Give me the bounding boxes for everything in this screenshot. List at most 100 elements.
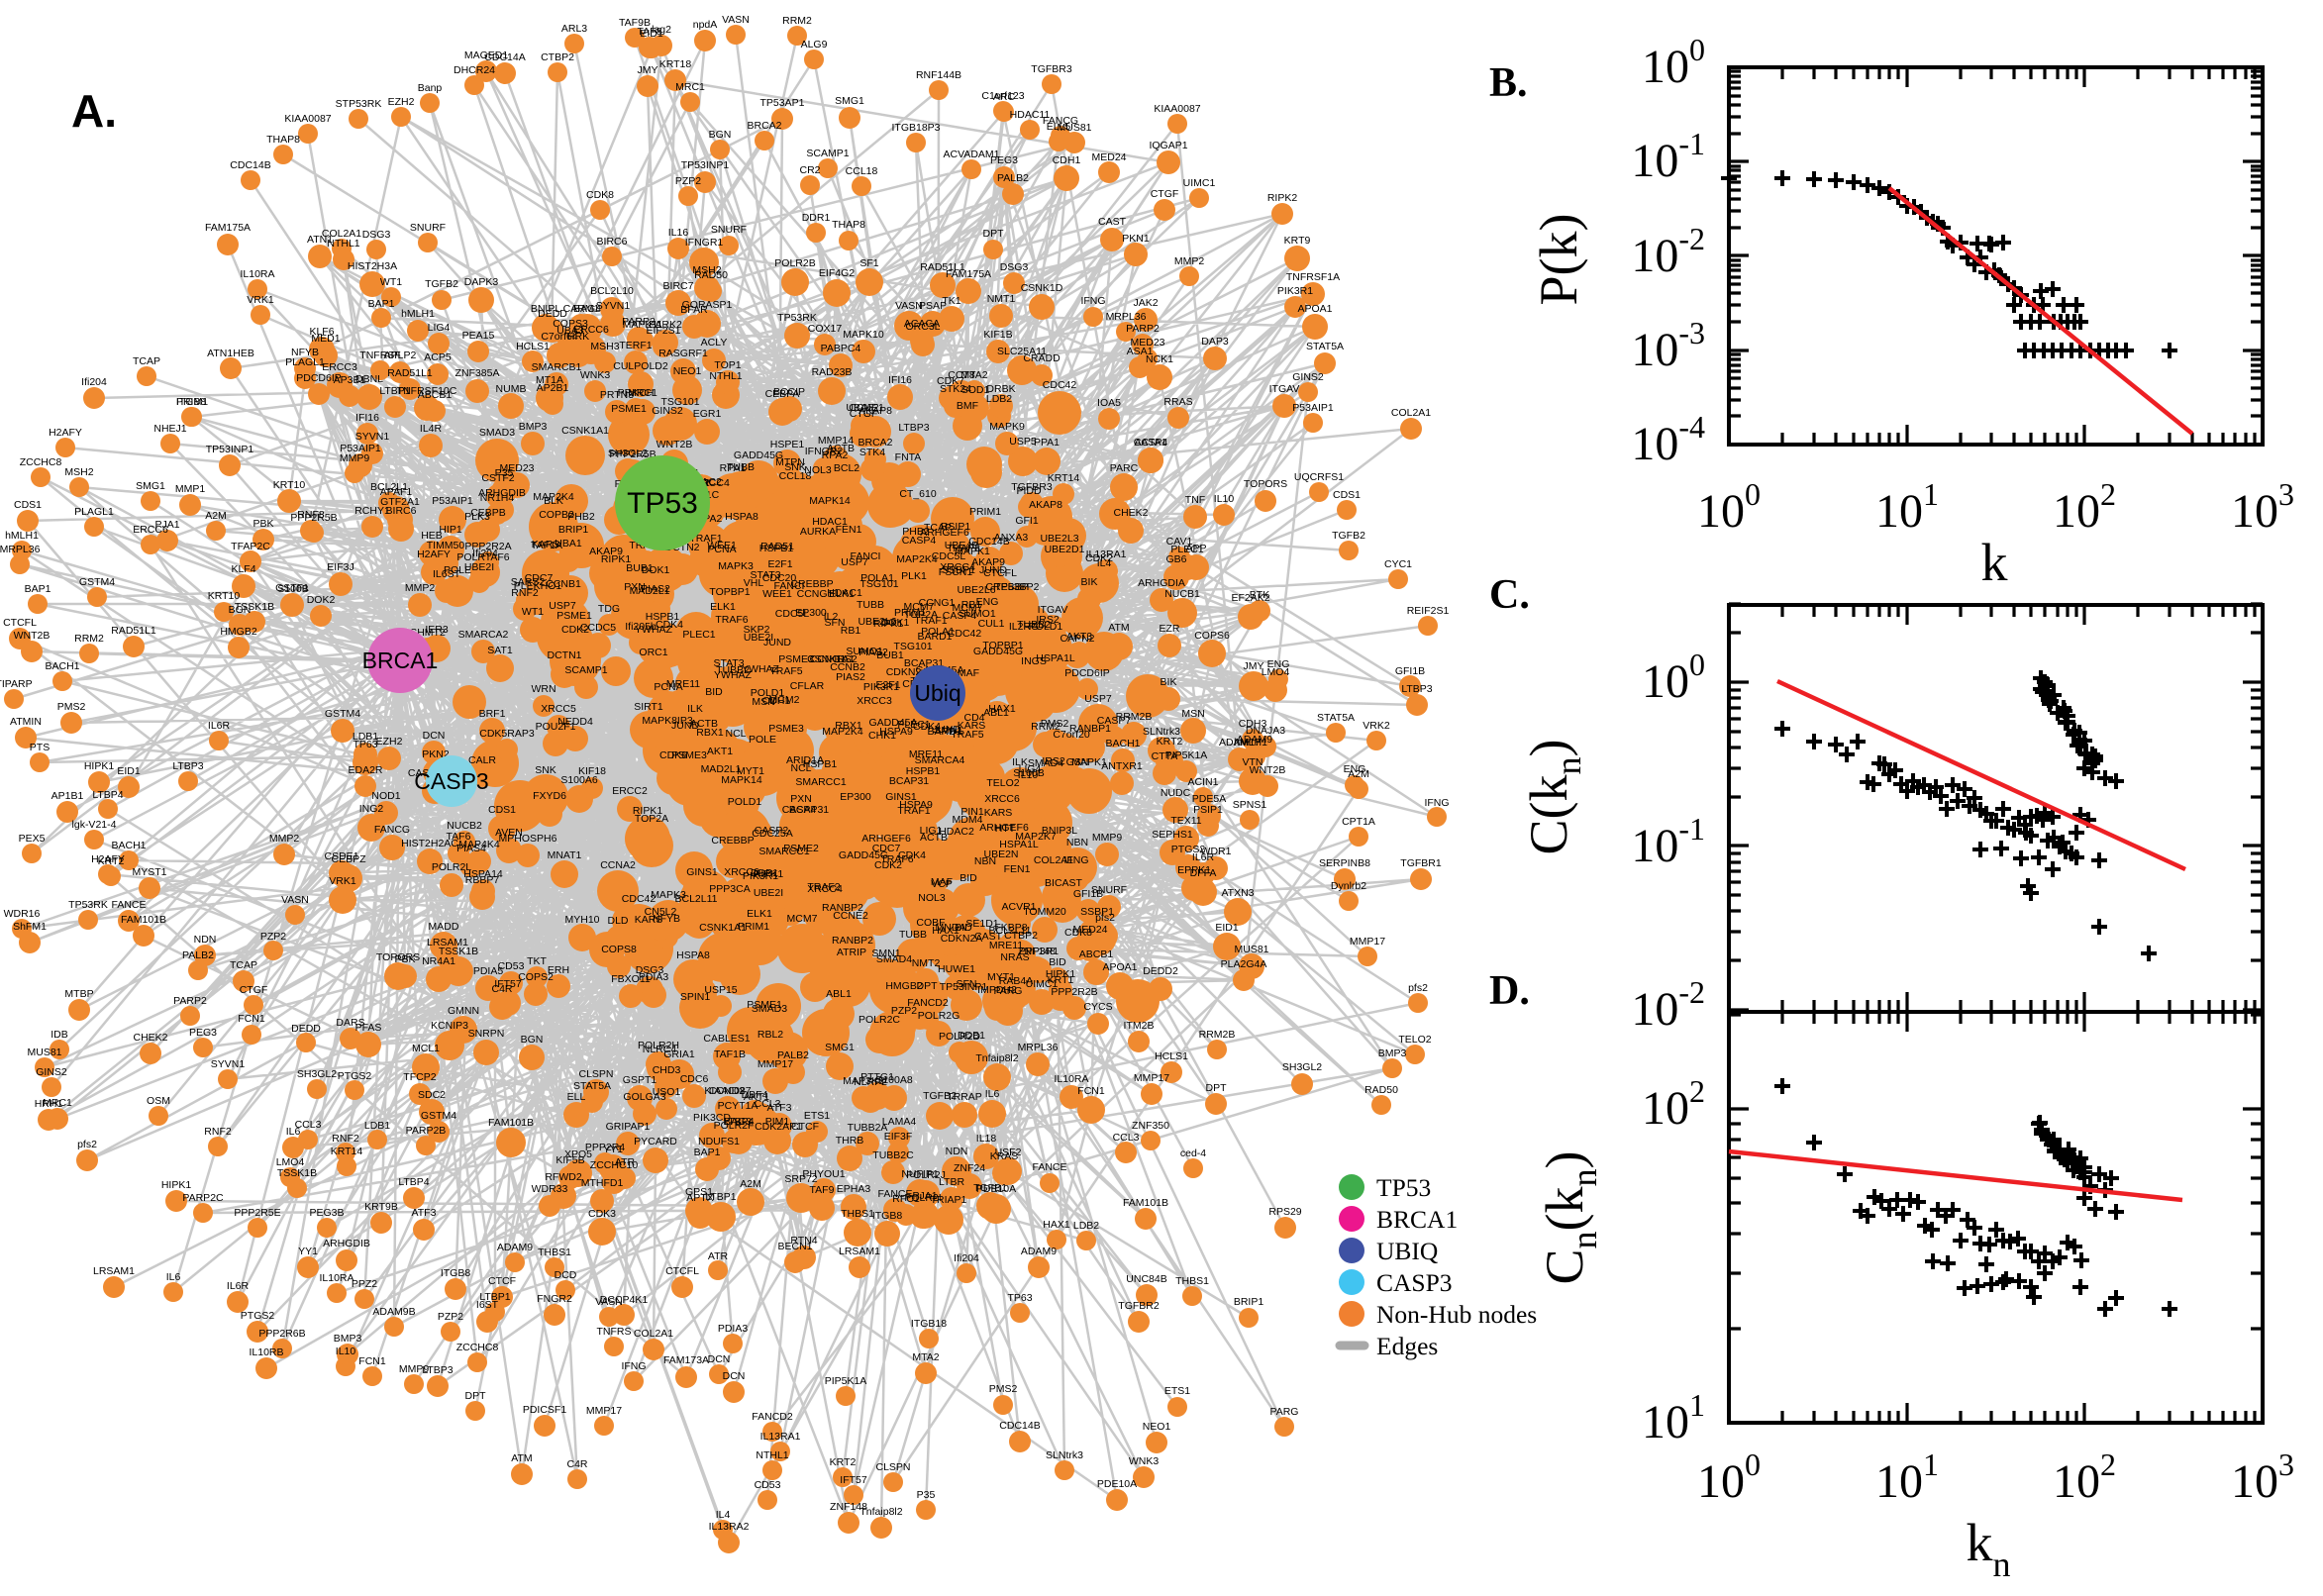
svg-text:CR2: CR2 xyxy=(799,164,820,176)
svg-text:TIMM50: TIMM50 xyxy=(427,540,465,551)
svg-text:ACLY: ACLY xyxy=(701,337,728,349)
svg-text:PXN: PXN xyxy=(624,581,646,593)
svg-text:ITGB18: ITGB18 xyxy=(911,1318,947,1330)
svg-text:BCL2L11: BCL2L11 xyxy=(674,893,717,905)
svg-text:DSG3: DSG3 xyxy=(1000,261,1029,273)
svg-text:POLR2G: POLR2G xyxy=(918,1010,960,1022)
svg-text:pfs2: pfs2 xyxy=(1408,982,1428,994)
svg-text:SNK: SNK xyxy=(784,461,806,473)
svg-text:RIPK2: RIPK2 xyxy=(1267,192,1298,204)
svg-text:KRT2: KRT2 xyxy=(98,855,125,867)
svg-text:MED1: MED1 xyxy=(311,333,340,345)
svg-text:MAD2L1: MAD2L1 xyxy=(701,763,742,775)
svg-text:Non-Hub nodes: Non-Hub nodes xyxy=(1376,1300,1537,1329)
svg-text:BAG3: BAG3 xyxy=(724,1116,752,1128)
svg-text:ced-4: ced-4 xyxy=(1180,1147,1206,1159)
svg-text:PTTG1: PTTG1 xyxy=(860,1071,894,1083)
svg-text:ZNF148: ZNF148 xyxy=(1018,946,1056,957)
svg-text:MMP17: MMP17 xyxy=(1134,1072,1169,1084)
svg-text:LTBP3: LTBP3 xyxy=(422,1364,453,1376)
svg-text:Cn(kn): Cn(kn) xyxy=(1535,1151,1604,1285)
svg-text:CABLES1: CABLES1 xyxy=(703,1033,750,1045)
svg-text:PPP2R5B: PPP2R5B xyxy=(609,449,656,460)
svg-text:STAT3: STAT3 xyxy=(713,657,744,669)
svg-text:POLR2J: POLR2J xyxy=(906,1169,946,1181)
svg-text:IFT57: IFT57 xyxy=(494,978,522,990)
svg-text:CCNE2: CCNE2 xyxy=(833,910,868,922)
svg-text:HIPK1: HIPK1 xyxy=(84,760,115,772)
svg-text:ASA1: ASA1 xyxy=(1127,346,1154,357)
svg-text:MYH10: MYH10 xyxy=(564,914,599,926)
svg-text:MAP2K7: MAP2K7 xyxy=(1015,831,1057,843)
svg-text:ABCB1: ABCB1 xyxy=(1079,948,1114,960)
svg-text:SKP2: SKP2 xyxy=(744,624,770,636)
svg-text:ADAM9: ADAM9 xyxy=(1021,1246,1057,1257)
svg-text:DDR1: DDR1 xyxy=(802,212,831,224)
svg-text:UBA52: UBA52 xyxy=(846,402,878,414)
svg-text:CALR: CALR xyxy=(468,754,496,766)
svg-text:SMARCC1: SMARCC1 xyxy=(758,846,810,857)
svg-text:ACTA1: ACTA1 xyxy=(1134,437,1166,449)
svg-text:TGFB2: TGFB2 xyxy=(1332,530,1365,542)
svg-text:TGFB2: TGFB2 xyxy=(923,1090,957,1102)
svg-text:RBX1: RBX1 xyxy=(835,720,862,732)
svg-text:PPP2R2B: PPP2R2B xyxy=(1051,986,1097,998)
svg-text:ABL1: ABL1 xyxy=(826,988,852,1000)
svg-text:ZCCHC10: ZCCHC10 xyxy=(590,1159,639,1171)
svg-text:NTHL1: NTHL1 xyxy=(709,370,742,382)
svg-text:MMP9: MMP9 xyxy=(340,452,369,464)
svg-text:IL2RG: IL2RG xyxy=(1009,621,1039,633)
svg-text:FAM173A: FAM173A xyxy=(663,1354,709,1366)
svg-text:MRE11: MRE11 xyxy=(989,940,1023,951)
svg-text:UIMC1: UIMC1 xyxy=(1183,177,1216,189)
svg-text:BACH1: BACH1 xyxy=(111,840,146,851)
svg-text:CD53: CD53 xyxy=(755,1479,781,1491)
svg-text:MMP9: MMP9 xyxy=(399,1363,429,1375)
svg-text:LMO4: LMO4 xyxy=(1262,666,1290,678)
svg-text:HIST2H2AC: HIST2H2AC xyxy=(401,838,458,849)
svg-text:CSNK1A1: CSNK1A1 xyxy=(699,922,747,934)
svg-text:GFI1B: GFI1B xyxy=(1395,665,1425,677)
svg-text:CDC5L: CDC5L xyxy=(932,550,966,562)
svg-text:LIG4: LIG4 xyxy=(1019,763,1042,775)
svg-text:POLR2D: POLR2D xyxy=(939,1031,980,1043)
svg-text:FCN1: FCN1 xyxy=(358,1355,386,1367)
svg-text:VASN: VASN xyxy=(895,300,923,312)
svg-text:PARG: PARG xyxy=(994,985,1023,997)
svg-text:SEPHS1: SEPHS1 xyxy=(1152,829,1193,841)
svg-text:SERPINB8: SERPINB8 xyxy=(1319,857,1370,869)
svg-text:LTBP3: LTBP3 xyxy=(172,760,203,772)
svg-text:SNURF: SNURF xyxy=(711,224,747,236)
svg-text:TKT: TKT xyxy=(527,955,547,967)
svg-text:MYST1: MYST1 xyxy=(132,866,166,878)
svg-text:TP63: TP63 xyxy=(1007,1292,1032,1304)
svg-text:USP7: USP7 xyxy=(1084,693,1112,705)
svg-text:TGFBR3: TGFBR3 xyxy=(1031,63,1072,75)
svg-text:PJA1: PJA1 xyxy=(912,1190,937,1202)
svg-text:EID1: EID1 xyxy=(640,28,663,40)
svg-text:WT1: WT1 xyxy=(380,276,402,288)
svg-text:SDC2: SDC2 xyxy=(418,1089,446,1101)
svg-text:TUBB2: TUBB2 xyxy=(1017,619,1051,631)
svg-text:PHB2: PHB2 xyxy=(567,511,595,523)
svg-text:C1orf123: C1orf123 xyxy=(981,90,1024,102)
svg-text:MAP2K4: MAP2K4 xyxy=(533,491,574,503)
svg-text:NEDD4: NEDD4 xyxy=(557,716,593,728)
svg-text:THBS1: THBS1 xyxy=(841,1208,874,1220)
svg-text:lag2: lag2 xyxy=(652,24,671,36)
svg-text:HSPA1L: HSPA1L xyxy=(999,839,1039,850)
svg-text:SLNtrk3: SLNtrk3 xyxy=(1046,1449,1083,1461)
svg-text:SRP72: SRP72 xyxy=(784,1173,817,1185)
svg-text:MUS81: MUS81 xyxy=(1234,944,1268,955)
svg-text:MRPL36: MRPL36 xyxy=(0,544,41,555)
svg-text:VTN: VTN xyxy=(1243,756,1263,768)
svg-text:YY1: YY1 xyxy=(298,1246,318,1257)
svg-text:NLRP2: NLRP2 xyxy=(854,1076,887,1088)
svg-text:ELK1: ELK1 xyxy=(710,601,736,613)
svg-text:A2M: A2M xyxy=(740,1178,761,1190)
svg-text:SNRPN: SNRPN xyxy=(468,1028,505,1040)
svg-text:DEDD: DEDD xyxy=(538,308,567,320)
svg-text:AKAP8: AKAP8 xyxy=(858,405,892,417)
svg-text:ATM: ATM xyxy=(1108,622,1129,634)
svg-text:CHEK2: CHEK2 xyxy=(133,1032,167,1044)
